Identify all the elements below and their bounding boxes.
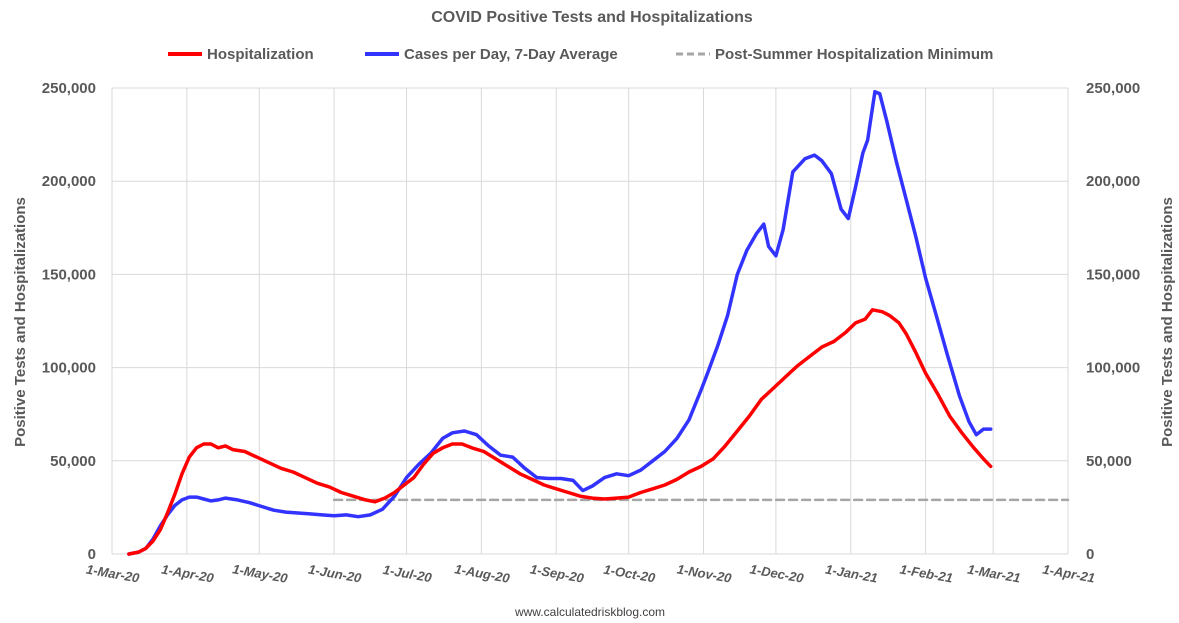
x-tick-label: 1-Jul-20 — [382, 562, 434, 585]
y-tick-label-left: 0 — [88, 546, 96, 563]
series-line-cases-7day-average — [127, 89, 993, 556]
gridlines — [111, 87, 1069, 555]
x-tick-label: 1-Jun-20 — [307, 562, 363, 586]
y-tick-label-right: 250,000 — [1086, 80, 1140, 97]
y-tick-label-right: 100,000 — [1086, 360, 1140, 377]
series-line-hospitalization — [127, 308, 993, 556]
y-axis-title-left: Positive Tests and Hospitalizations — [12, 197, 29, 447]
x-tick-label: 1-Sep-20 — [529, 561, 586, 585]
x-tick-label: 1-Dec-20 — [749, 561, 806, 585]
y-tick-label-right: 200,000 — [1086, 173, 1140, 190]
legend-label-cases: Cases per Day, 7-Day Average — [404, 46, 618, 63]
legend: Hospitalization Cases per Day, 7-Day Ave… — [168, 46, 993, 63]
y-tick-label-left: 200,000 — [42, 173, 96, 190]
y-axis-right: 0 50,000 100,000 150,000 200,000 250,000 — [1086, 80, 1140, 563]
x-tick-label: 1-Oct-20 — [602, 562, 657, 586]
x-tick-label: 1-Jan-21 — [824, 562, 879, 586]
chart-title: COVID Positive Tests and Hospitalization… — [431, 9, 753, 26]
x-tick-label: 1-Mar-20 — [85, 562, 141, 586]
series-layer — [127, 89, 1070, 556]
y-axis-left: 0 50,000 100,000 150,000 200,000 250,000 — [42, 80, 96, 563]
source-credit: www.calculatedriskblog.com — [514, 605, 665, 619]
x-axis: 1-Mar-20 1-Apr-20 1-May-20 1-Jun-20 1-Jul-20… — [85, 561, 1096, 586]
x-tick-label: 1-Nov-20 — [676, 561, 733, 585]
y-axis-title-right: Positive Tests and Hospitalizations — [1159, 197, 1176, 447]
x-tick-label: 1-Mar-21 — [966, 562, 1021, 586]
y-tick-label-right: 150,000 — [1086, 266, 1140, 283]
y-tick-label-left: 50,000 — [50, 453, 96, 470]
legend-label-minimum: Post-Summer Hospitalization Minimum — [715, 46, 993, 63]
y-tick-label-left: 250,000 — [42, 80, 96, 97]
x-tick-label: 1-May-20 — [231, 561, 289, 586]
y-tick-label-left: 100,000 — [42, 360, 96, 377]
x-tick-label: 1-Aug-20 — [453, 561, 511, 586]
x-tick-label: 1-Apr-20 — [160, 562, 215, 586]
y-tick-label-right: 50,000 — [1086, 453, 1132, 470]
legend-label-hospitalization: Hospitalization — [207, 46, 314, 63]
x-tick-label: 1-Apr-21 — [1042, 562, 1097, 586]
y-tick-label-right: 0 — [1086, 546, 1094, 563]
y-tick-label-left: 150,000 — [42, 266, 96, 283]
x-tick-label: 1-Feb-21 — [899, 562, 954, 586]
